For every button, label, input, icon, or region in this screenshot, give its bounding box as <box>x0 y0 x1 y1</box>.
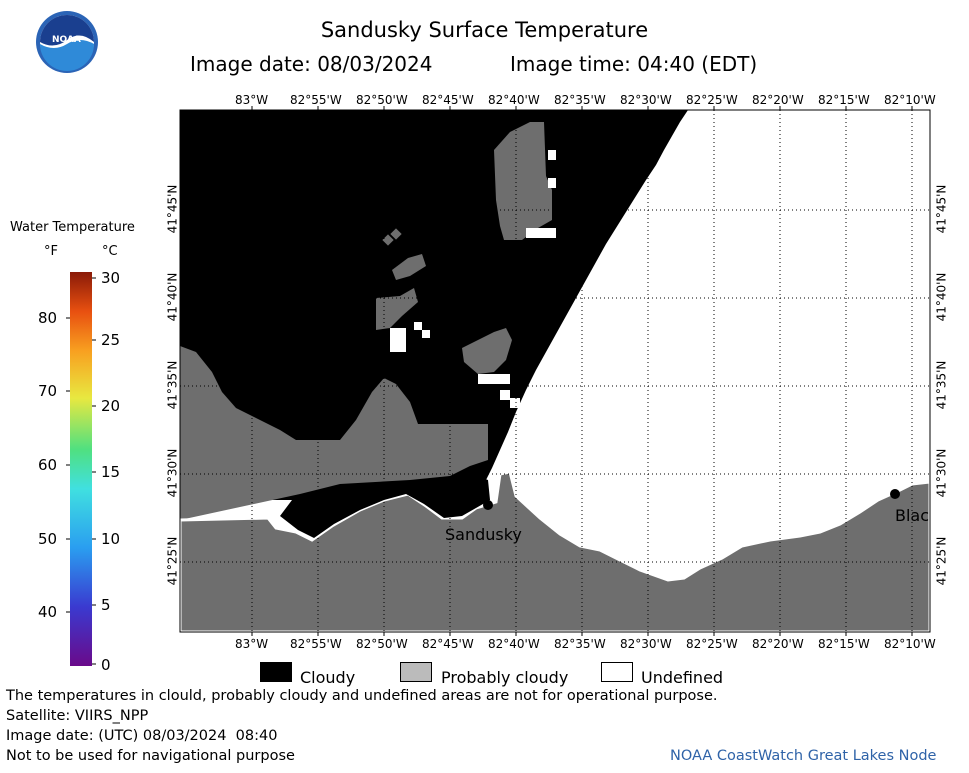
place-label-sandusky: Sandusky <box>445 525 522 544</box>
sandusky-marker <box>483 500 493 510</box>
celsius-tick: 25 <box>101 331 121 349</box>
credit-text: NOAA CoastWatch Great Lakes Node <box>670 748 937 764</box>
lon-label: 82°35'W <box>554 93 606 107</box>
lon-label: 82°25'W <box>686 93 738 107</box>
lon-label: 82°35'W <box>554 637 606 651</box>
lat-label: 41°45'N <box>165 184 180 234</box>
lat-label: 41°35'N <box>165 360 180 410</box>
lon-label: 82°20'W <box>752 637 804 651</box>
fahrenheit-tick: 70 <box>38 382 58 400</box>
noaa-logo <box>36 11 98 73</box>
celsius-tick: 5 <box>101 596 111 614</box>
probably-cloudy-patch <box>376 288 418 330</box>
celsius-tick: 15 <box>101 463 121 481</box>
map-frame <box>179 109 931 633</box>
lon-label: 82°15'W <box>818 93 870 107</box>
lon-label: 82°40'W <box>488 93 540 107</box>
celsius-tick: 0 <box>101 656 111 674</box>
probably-cloudy-patch <box>462 328 512 374</box>
lon-label: 82°30'W <box>620 93 672 107</box>
cloudy-region <box>180 110 688 500</box>
lat-label: 41°40'N <box>934 272 949 322</box>
unit-fahrenheit: °F <box>44 244 58 259</box>
celsius-tick: 20 <box>101 397 121 415</box>
lon-label: 82°15'W <box>818 637 870 651</box>
lon-label: 82°30'W <box>620 637 672 651</box>
lon-label: 82°20'W <box>752 93 804 107</box>
legend-title: Water Temperature <box>10 220 135 235</box>
map-title: Sandusky Surface Temperature <box>320 18 649 42</box>
lat-label: 41°30'N <box>165 448 180 498</box>
lon-label: 82°25'W <box>686 637 738 651</box>
sandusky-bay <box>280 474 490 538</box>
unit-celsius: °C <box>102 244 118 259</box>
fahrenheit-tick: 60 <box>38 456 58 474</box>
navigation-warning: Not to be used for navigational purpose <box>6 748 295 764</box>
lon-label: 82°10'W <box>884 93 936 107</box>
key-swatch-probably-cloudy <box>400 662 432 682</box>
satellite-text: Satellite: VIIRS_NPP <box>6 708 149 724</box>
lon-label: 83°W <box>235 637 269 651</box>
graticule <box>180 110 930 632</box>
lon-label: 82°45'W <box>422 93 474 107</box>
noaa-logo-text: NOAA <box>52 35 81 45</box>
disclaimer-text: The temperatures in clould, probably clo… <box>6 688 718 704</box>
lon-label: 82°40'W <box>488 637 540 651</box>
lon-label: 82°50'W <box>356 93 408 107</box>
place-label-blac: Blac <box>895 506 930 525</box>
fahrenheit-tick: 80 <box>38 309 58 327</box>
map-area <box>180 110 930 632</box>
key-label-undefined: Undefined <box>641 668 724 687</box>
color-bar-ticks <box>66 277 96 665</box>
lat-label: 41°30'N <box>934 448 949 498</box>
lon-label: 82°50'W <box>356 637 408 651</box>
axis-ticks <box>251 106 913 636</box>
lon-label: 82°55'W <box>290 93 342 107</box>
lat-label: 41°35'N <box>934 360 949 410</box>
fahrenheit-tick: 50 <box>38 530 58 548</box>
lon-label: 82°45'W <box>422 637 474 651</box>
blac-marker <box>890 489 900 499</box>
lon-label: 83°W <box>235 93 269 107</box>
key-label-cloudy: Cloudy <box>300 668 356 687</box>
key-swatch-cloudy <box>260 662 292 682</box>
utc-date-text: Image date: (UTC) 08/03/2024 08:40 <box>6 728 278 744</box>
probably-cloudy-region <box>180 346 488 520</box>
image-date: Image date: 08/03/2024 <box>190 52 433 76</box>
lon-label: 82°55'W <box>290 637 342 651</box>
probably-cloudy-patch <box>392 254 426 280</box>
celsius-tick: 30 <box>101 269 121 287</box>
key-label-probably-cloudy: Probably cloudy <box>441 668 569 687</box>
image-time: Image time: 04:40 (EDT) <box>510 52 758 76</box>
celsius-tick: 10 <box>101 530 121 548</box>
lat-label: 41°40'N <box>165 272 180 322</box>
lat-label: 41°45'N <box>934 184 949 234</box>
fahrenheit-tick: 40 <box>38 603 58 621</box>
lat-label: 41°25'N <box>165 536 180 586</box>
lon-label: 82°10'W <box>884 637 936 651</box>
key-swatch-undefined <box>601 662 633 682</box>
lat-label: 41°25'N <box>934 536 949 586</box>
temperature-color-bar <box>70 272 92 666</box>
